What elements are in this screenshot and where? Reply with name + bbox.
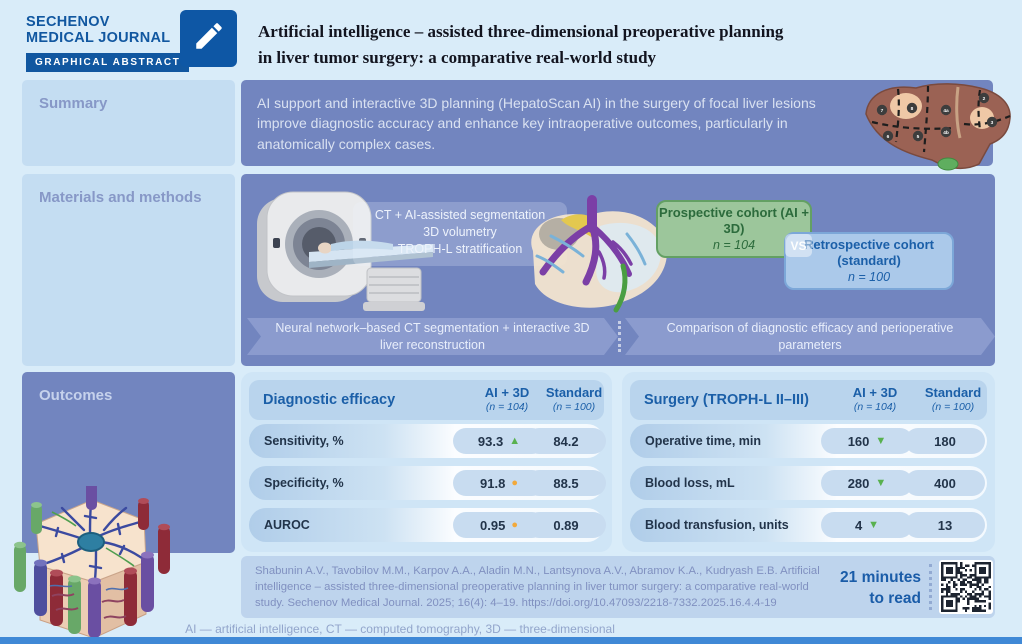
workflow-note-line2: 3D volumetry — [423, 224, 497, 239]
surgery-outcomes-table: Surgery (TROPH-L II–III) AI + 3D (n = 10… — [622, 372, 995, 552]
ai-value: 0.95 — [480, 517, 506, 533]
prospective-cohort-name: Prospective cohort (AI + 3D) — [659, 204, 809, 236]
column-header-ai: AI + 3D (n = 104) — [484, 385, 530, 413]
article-title-line2: in liver tumor surgery: a comparative re… — [258, 48, 657, 68]
read-time-line1: 21 minutes — [840, 569, 921, 586]
neutral-dot-icon: ● — [511, 476, 518, 489]
prospective-cohort-n: n = 104 — [712, 238, 756, 253]
trend-up-icon: ▲ — [509, 434, 521, 447]
liver-segment-badge: 2 — [983, 96, 986, 102]
liver-segment-badge: 3 — [991, 120, 994, 126]
ai-value: 91.8 — [480, 475, 506, 491]
article-title-line1: Artificial intelligence – assisted three… — [258, 22, 784, 41]
ai-value: 160 — [847, 433, 870, 449]
methods-section-label: Materials and methods — [22, 174, 235, 366]
summary-label-text: Summary — [39, 95, 108, 112]
liver-segment-badge: 7 — [881, 108, 884, 114]
table-title: Diagnostic efficacy — [263, 392, 396, 408]
qr-divider — [929, 564, 932, 610]
read-time-line2: to read — [869, 589, 921, 607]
workflow-note-line3: TROPH-L stratification — [397, 241, 523, 256]
column-header-standard: Standard (n = 100) — [924, 385, 982, 413]
graphical-abstract-badge: GRAPHICAL ABSTRACT — [26, 52, 190, 72]
pencil-icon — [192, 19, 226, 58]
abbreviations-note: AI — artificial intelligence, CT — compu… — [185, 622, 615, 636]
row-label: Operative time, min — [645, 434, 762, 448]
ai-value-pill: 4 ▼ — [821, 512, 913, 538]
liver-segment-badge: 8 — [911, 106, 914, 112]
methods-panel: CT + AI-assisted segmentation 3D volumet… — [241, 174, 995, 366]
neutral-dot-icon: ● — [511, 518, 518, 531]
vs-badge: VS — [785, 234, 812, 257]
table-header: Diagnostic efficacy AI + 3D (n = 104) St… — [249, 380, 604, 420]
banner-divider — [618, 321, 621, 352]
trend-down-icon: ▼ — [875, 434, 887, 447]
row-label: Specificity, % — [264, 476, 344, 490]
row-label: Blood transfusion, units — [645, 518, 789, 532]
standard-value-pill: 13 — [905, 512, 985, 538]
liver-3d-model-illustration — [503, 194, 681, 326]
column-header-ai: AI + 3D (n = 104) — [852, 385, 898, 413]
standard-value-pill: 400 — [905, 470, 985, 496]
ai-value-pill: 160 ▼ — [821, 428, 913, 454]
trend-down-icon: ▼ — [868, 518, 880, 531]
citation-panel: Shabunin A.V., Tavobilov M.M., Karpov A.… — [241, 556, 995, 618]
retrospective-cohort-name: Retrospective cohort (standard) — [803, 236, 935, 268]
citation-text: Shabunin A.V., Tavobilov M.M., Karpov A.… — [255, 565, 820, 609]
pencil-tile — [180, 10, 237, 67]
arrow-banner-left: Neural network–based CT segmentation + i… — [247, 318, 618, 355]
standard-value: 400 — [934, 475, 956, 491]
standard-value: 180 — [934, 433, 956, 449]
table-header: Surgery (TROPH-L II–III) AI + 3D (n = 10… — [630, 380, 987, 420]
liver-lobule-illustration — [6, 478, 186, 644]
standard-value: 0.89 — [553, 517, 579, 533]
journal-name-line2: MEDICAL JOURNAL — [26, 29, 171, 46]
workflow-note: CT + AI-assisted segmentation 3D volumet… — [353, 202, 567, 266]
workflow-note-line1: CT + AI-assisted segmentation — [374, 208, 546, 222]
ai-value-pill: 280 ▼ — [821, 470, 913, 496]
summary-panel: AI support and interactive 3D planning (… — [241, 80, 993, 166]
outcomes-label-text: Outcomes — [39, 387, 113, 404]
summary-section-label: Summary — [22, 80, 235, 166]
standard-value-pill: 88.5 — [526, 470, 606, 496]
prospective-cohort-box: Prospective cohort (AI + 3D) n = 104 — [656, 200, 812, 258]
retrospective-cohort-box: Retrospective cohort (standard) n = 100 — [784, 232, 954, 290]
ct-scanner-illustration — [251, 188, 436, 326]
liver-segment-badge: 4b — [943, 130, 949, 136]
diagnostic-efficacy-table: Diagnostic efficacy AI + 3D (n = 104) St… — [241, 372, 612, 552]
read-time: 21 minutes to read — [829, 568, 921, 610]
arrow-banner-right: Comparison of diagnostic efficacy and pe… — [625, 318, 995, 355]
standard-value-pill: 180 — [905, 428, 985, 454]
summary-text: AI support and interactive 3D planning (… — [257, 95, 816, 152]
ai-value: 4 — [854, 517, 863, 533]
bottom-accent-bar — [0, 637, 1022, 644]
journal-name-line1: SECHENOV — [26, 14, 110, 30]
retrospective-cohort-n: n = 100 — [847, 270, 891, 285]
ai-value: 93.3 — [477, 433, 504, 449]
standard-value: 13 — [937, 517, 953, 533]
standard-value: 84.2 — [553, 433, 579, 449]
liver-segments-illustration: 2 3 4a 4b 5 6 7 8 — [862, 80, 1014, 172]
standard-value-pill: 0.89 — [526, 512, 606, 538]
journal-brand: SECHENOV MEDICAL JOURNAL GRAPHICAL ABSTR… — [26, 14, 190, 72]
row-label: Blood loss, mL — [645, 476, 735, 490]
row-label: AUROC — [264, 518, 310, 532]
table-title: Surgery (TROPH-L II–III) — [644, 392, 809, 408]
article-title: Artificial intelligence – assisted three… — [258, 19, 783, 72]
standard-value: 88.5 — [553, 475, 579, 491]
liver-segment-badge: 6 — [887, 134, 890, 140]
standard-value-pill: 84.2 — [526, 428, 606, 454]
qr-code — [939, 560, 993, 614]
trend-down-icon: ▼ — [875, 476, 887, 489]
journal-name: SECHENOV MEDICAL JOURNAL — [26, 14, 189, 47]
ai-value: 280 — [847, 475, 870, 491]
liver-segment-badge: 5 — [917, 134, 920, 140]
row-label: Sensitivity, % — [264, 434, 344, 448]
column-header-standard: Standard (n = 100) — [545, 385, 603, 413]
methods-label-text: Materials and methods — [39, 189, 202, 206]
liver-segment-badge: 4a — [943, 108, 949, 114]
